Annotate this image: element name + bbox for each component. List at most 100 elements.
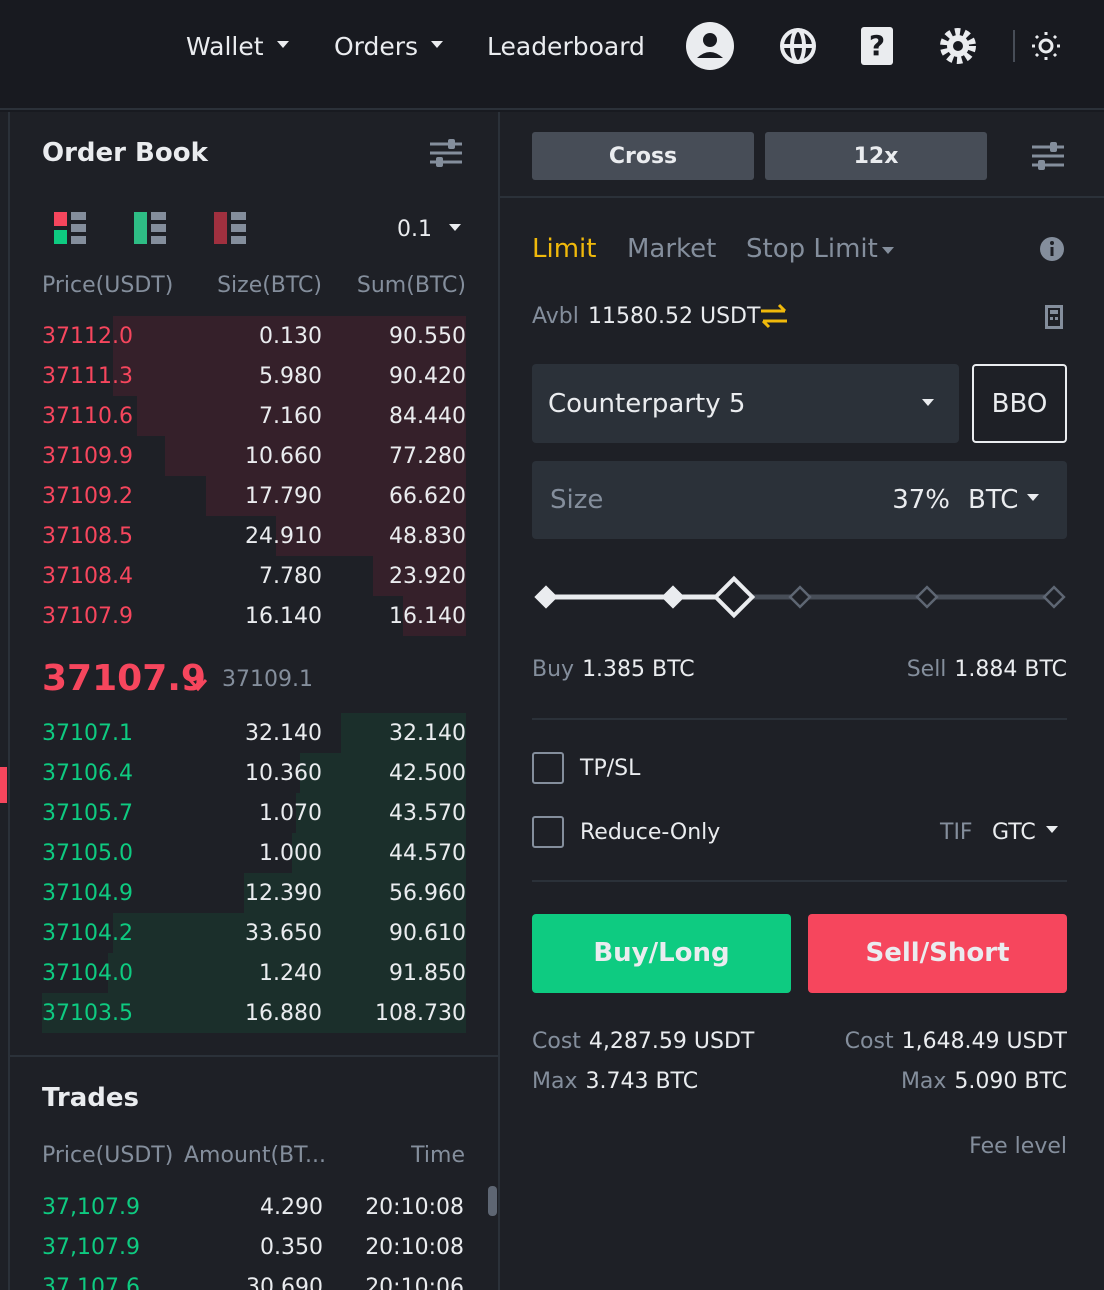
order-type-tab[interactable]: Market: [627, 233, 717, 264]
price[interactable]: 37107.1: [42, 720, 133, 746]
nav-item[interactable]: Orders: [334, 32, 419, 62]
book-view-icon[interactable]: [214, 212, 246, 244]
price[interactable]: 37108.4: [42, 563, 133, 589]
filter-icon[interactable]: [1032, 142, 1064, 170]
price[interactable]: 37103.5: [42, 1000, 133, 1026]
margin-mode-button-label[interactable]: Cross: [608, 143, 678, 169]
sum: 56.960: [389, 880, 466, 906]
size-unit[interactable]: BTC: [968, 484, 1019, 515]
depth-bar: [243, 873, 466, 913]
checkbox-label[interactable]: Reduce-Only: [580, 819, 721, 845]
size: 7.160: [259, 403, 322, 429]
bbo-label[interactable]: BBO: [991, 388, 1048, 419]
size-percent: 37%: [892, 484, 950, 515]
price[interactable]: 37104.2: [42, 920, 133, 946]
trade-amount: 0.350: [260, 1234, 323, 1260]
price[interactable]: 37111.3: [42, 363, 133, 389]
nav-item[interactable]: Leaderboard: [487, 32, 645, 62]
sell-max: Max 5.090 BTC: [901, 1066, 1067, 1098]
sell-amount: Sell 1.884 BTC: [907, 654, 1067, 686]
depth-bar: [164, 436, 466, 476]
depth-bar: [112, 913, 466, 953]
size-slider[interactable]: [534, 575, 1066, 619]
price[interactable]: 37104.0: [42, 960, 133, 986]
column-header: Price(USDT): [42, 1142, 174, 1168]
depth-bar: [403, 596, 466, 636]
calculator-icon[interactable]: [1045, 305, 1063, 329]
buy-button-label[interactable]: Buy/Long: [593, 938, 730, 968]
checkbox[interactable]: [532, 752, 564, 784]
leverage-button-label[interactable]: 12x: [853, 143, 899, 169]
bbo-button[interactable]: [972, 364, 1067, 443]
counterparty-select[interactable]: [532, 364, 959, 443]
counterparty-value[interactable]: Counterparty 5: [548, 388, 746, 419]
size: 16.140: [245, 603, 322, 629]
buy-button[interactable]: [532, 914, 791, 993]
tif-label: TIF: [940, 819, 973, 845]
theme-icon[interactable]: [1032, 32, 1060, 60]
sum: 90.420: [389, 363, 466, 389]
fee-level-link[interactable]: Fee level: [969, 1133, 1067, 1159]
sum: 44.570: [389, 840, 466, 866]
sell-button-label[interactable]: Sell/Short: [865, 938, 1010, 968]
order-type-tab[interactable]: Limit: [532, 233, 597, 264]
size: 17.790: [245, 483, 322, 509]
price[interactable]: 37105.7: [42, 800, 133, 826]
sell-amount-value: 1.884 BTC: [954, 657, 1067, 682]
avbl-label: Avbl: [532, 303, 579, 329]
sum: 48.830: [389, 523, 466, 549]
sum: 32.140: [389, 720, 466, 746]
trade-price: 37,107.9: [42, 1234, 140, 1260]
caret: [922, 399, 934, 406]
buy-max-value: 3.743 BTC: [585, 1069, 699, 1094]
sell-button[interactable]: [808, 914, 1067, 993]
book-view-icon[interactable]: [54, 212, 86, 244]
sell-cost-label: Cost: [844, 1029, 894, 1054]
transfer-icon[interactable]: [761, 303, 787, 329]
margin-mode-button[interactable]: [532, 132, 754, 180]
trade-amount: 4.290: [260, 1194, 323, 1220]
buy-amount: Buy 1.385 BTC: [532, 654, 695, 686]
nav-item[interactable]: Wallet: [186, 32, 264, 62]
mark-price: 37109.1: [222, 666, 313, 692]
sum: 43.570: [389, 800, 466, 826]
price[interactable]: 37104.9: [42, 880, 133, 906]
price[interactable]: 37107.9: [42, 603, 133, 629]
caret: [1027, 494, 1039, 501]
precision[interactable]: 0.1: [397, 216, 432, 242]
account-icon[interactable]: [686, 22, 734, 70]
info-icon: [1040, 237, 1064, 261]
price[interactable]: 37109.9: [42, 443, 133, 469]
size: 1.240: [259, 960, 322, 986]
price[interactable]: 37105.0: [42, 840, 133, 866]
language-icon[interactable]: [780, 28, 816, 64]
order-type-tab[interactable]: Stop Limit: [746, 233, 878, 264]
caret: [1046, 826, 1058, 833]
size: 7.780: [259, 563, 322, 589]
price[interactable]: 37112.0: [42, 323, 133, 349]
book-view-icon[interactable]: [134, 212, 166, 244]
size-input[interactable]: [532, 461, 1067, 539]
settings-icon[interactable]: [940, 28, 976, 64]
tif-value[interactable]: GTC: [992, 819, 1036, 845]
price[interactable]: 37110.6: [42, 403, 133, 429]
sell-amount-label: Sell: [906, 657, 947, 682]
sum: 66.620: [389, 483, 466, 509]
caret: [277, 41, 289, 48]
size: 33.650: [245, 920, 322, 946]
scrollbar: [488, 1186, 497, 1216]
price[interactable]: 37106.4: [42, 760, 133, 786]
filter-icon[interactable]: [430, 139, 462, 167]
checkbox[interactable]: [532, 816, 564, 848]
section-divider: [532, 880, 1067, 882]
depth-bar: [113, 356, 466, 396]
trade-time: 20:10:06: [365, 1274, 464, 1290]
depth-bar: [112, 316, 466, 356]
price[interactable]: 37108.5: [42, 523, 133, 549]
checkbox-label[interactable]: TP/SL: [580, 755, 641, 781]
leverage-button[interactable]: [765, 132, 987, 180]
trade-time: 20:10:08: [365, 1194, 464, 1220]
help-icon[interactable]: ?: [861, 27, 893, 65]
price[interactable]: 37109.2: [42, 483, 133, 509]
